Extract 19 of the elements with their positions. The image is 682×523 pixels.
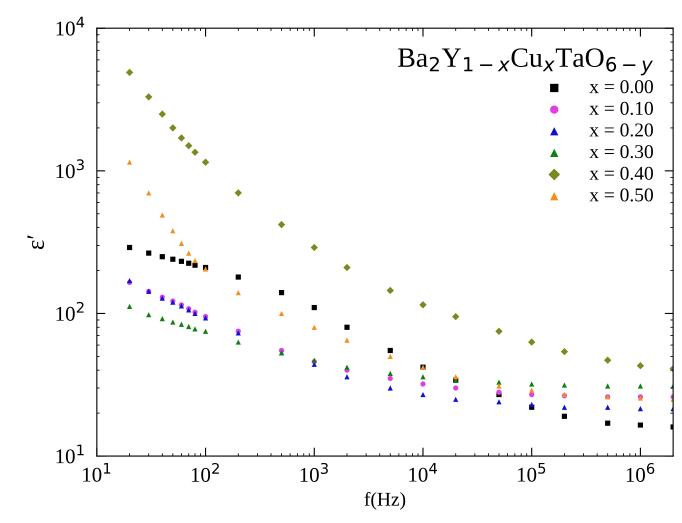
y-axis-title: ε′ — [27, 235, 44, 250]
legend-label: x = 0.50 — [589, 188, 653, 202]
legend-label: x = 0.40 — [589, 166, 653, 180]
x-tick-label: 10$^{1}$ — [83, 462, 110, 482]
x-axis-title: f(Hz) — [364, 492, 406, 510]
legend-label: x = 0.20 — [589, 123, 653, 137]
x-tick-label: 10$^{3}$ — [300, 462, 328, 482]
legend-title: Ba$_{2}$Y$_{1−x}$Cu$_{x}$TaO$_{6−y}$ — [398, 48, 653, 76]
x-tick-label: 10$^{4}$ — [409, 462, 437, 482]
x-tick-label: 10$^{5}$ — [518, 462, 546, 482]
y-tick-label: 10$^{4}$ — [56, 16, 84, 36]
legend-label: x = 0.10 — [589, 102, 653, 115]
x-tick-label: 10$^{2}$ — [192, 462, 219, 482]
legend-label: x = 0.30 — [589, 145, 653, 158]
x-tick-label: 10$^{6}$ — [626, 462, 654, 482]
y-tick-label: 10$^{1}$ — [56, 444, 84, 464]
y-tick-label: 10$^{2}$ — [56, 302, 84, 321]
legend-label: x = 0.00 — [589, 80, 653, 94]
y-tick-label: 10$^{3}$ — [56, 159, 84, 178]
